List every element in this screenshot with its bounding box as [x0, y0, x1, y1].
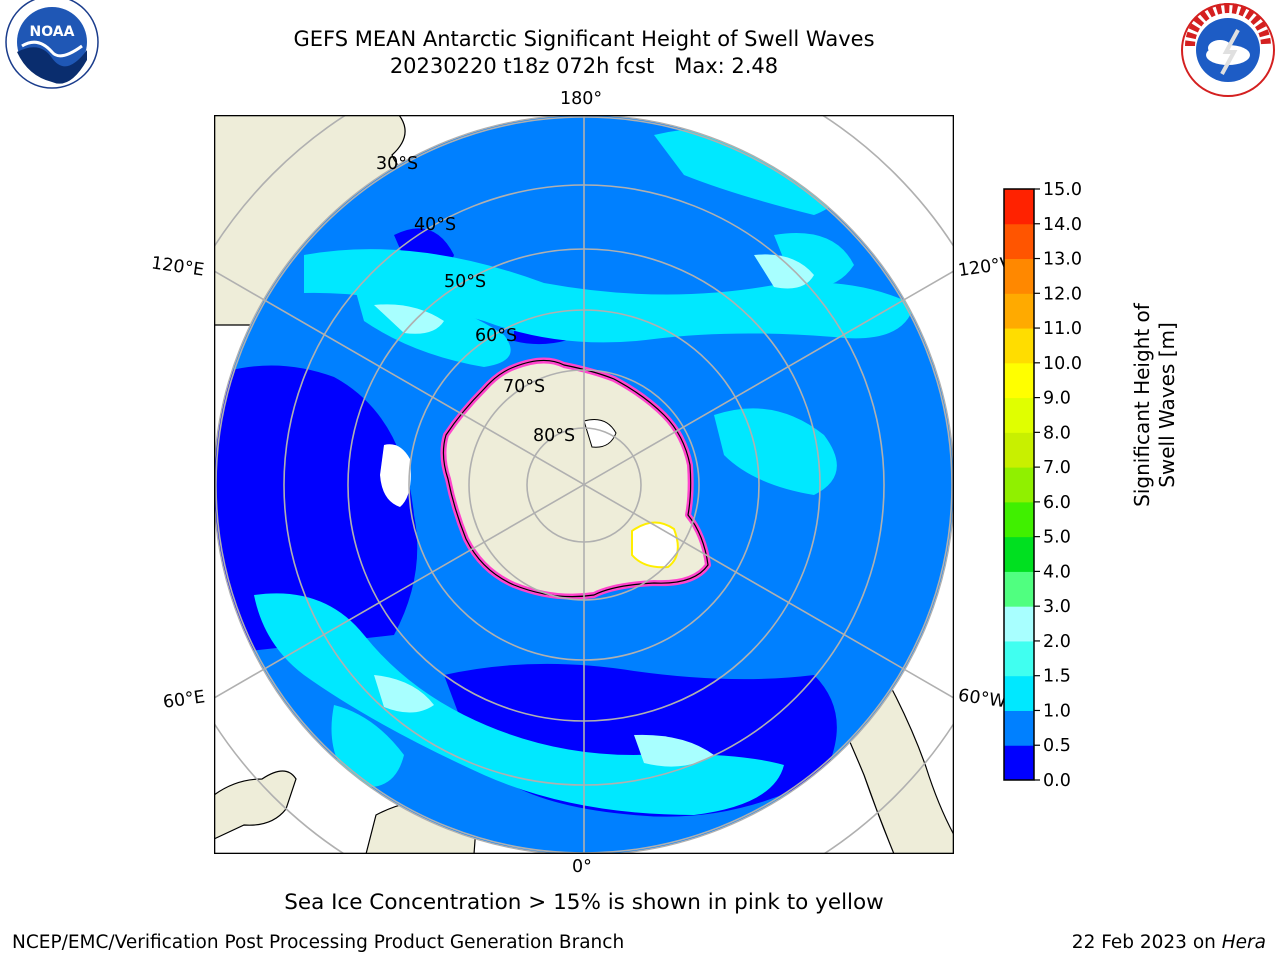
lat-label-50s: 50°S — [444, 272, 486, 292]
colorbar-tick-label: 8.0 — [1043, 423, 1071, 443]
colorbar-block — [1004, 606, 1034, 642]
sea-ice-note: Sea Ice Concentration > 15% is shown in … — [284, 890, 884, 915]
colorbar-block — [1004, 571, 1034, 607]
lon-label-60e: 60°E — [161, 687, 207, 713]
colorbar-block — [1004, 362, 1034, 399]
colorbar-block — [1004, 745, 1034, 781]
polar-map: 30°S 40°S 50°S 60°S 70°S 80°S — [214, 115, 954, 854]
lat-label-40s: 40°S — [414, 215, 456, 235]
colorbar-tick-label: 0.5 — [1043, 736, 1071, 756]
colorbar-tick-label: 4.0 — [1043, 562, 1071, 582]
colorbar-tick-label: 1.5 — [1043, 667, 1071, 687]
colorbar-tick-label: 7.0 — [1043, 458, 1071, 478]
colorbar-block — [1004, 536, 1034, 572]
colorbar-block — [1004, 328, 1034, 364]
noaa-logo: NOAA — [0, 0, 104, 104]
colorbar-block — [1004, 189, 1034, 225]
colorbar-label: Significant Height of Swell Waves [m] — [1130, 303, 1179, 507]
colorbar-block — [1004, 467, 1034, 503]
colorbar-tick-label: 10.0 — [1043, 354, 1082, 374]
colorbar-tick-label: 9.0 — [1043, 389, 1071, 409]
lat-label-60s: 60°S — [475, 326, 517, 346]
colorbar-tick-label: 2.0 — [1043, 632, 1071, 652]
colorbar-block — [1004, 397, 1034, 433]
colorbar-tick-label: 11.0 — [1043, 319, 1082, 339]
footer-date-text: 22 Feb 2023 on — [1071, 932, 1222, 953]
lon-label-0: 0° — [572, 857, 592, 877]
open-patch — [380, 444, 411, 507]
colorbar-block — [1004, 640, 1034, 677]
colorbar-block — [1004, 501, 1034, 538]
footer-host: Hera — [1221, 932, 1266, 953]
colorbar-tick-label: 15.0 — [1043, 180, 1082, 200]
colorbar-tick-label: 3.0 — [1043, 597, 1071, 617]
lat-label-80s: 80°S — [533, 426, 575, 446]
map-title: GEFS MEAN Antarctic Significant Height o… — [293, 27, 875, 51]
antarctica — [440, 357, 711, 600]
swell-high-band — [374, 254, 814, 767]
colorbar: 0.0 0.5 1.0 1.5 2.0 3.0 4.0 5.0 6.0 7.0 8.0 9.0 10.0… — [1003, 180, 1082, 791]
colorbar-tick-label: 5.0 — [1043, 528, 1071, 548]
colorbar-block — [1004, 293, 1034, 329]
nws-logo — [1176, 0, 1280, 104]
lat-label-70s: 70°S — [503, 377, 545, 397]
colorbar-tick-label: 12.0 — [1043, 284, 1082, 304]
colorbar-block — [1004, 223, 1034, 260]
lat-label-30s: 30°S — [376, 154, 418, 174]
colorbar-tick-label: 1.0 — [1043, 701, 1071, 721]
graticule — [214, 115, 954, 854]
colorbar-block — [1004, 675, 1034, 711]
colorbar-tick-label: 6.0 — [1043, 493, 1071, 513]
colorbar-block — [1004, 710, 1034, 746]
map-subtitle: 20230220 t18z 072h fcst Max: 2.48 — [389, 54, 779, 78]
colorbar-block — [1004, 432, 1034, 468]
colorbar-block — [1004, 258, 1034, 294]
footer-credit: NCEP/EMC/Verification Post Processing Pr… — [12, 932, 625, 953]
colorbar-tick-label: 0.0 — [1043, 771, 1071, 791]
lon-label-120e: 120°E — [149, 253, 206, 281]
footer-date: 22 Feb 2023 on Hera — [1072, 932, 1266, 953]
lon-label-180: 180° — [560, 89, 603, 109]
colorbar-tick-label: 14.0 — [1043, 215, 1082, 235]
svg-text:NOAA: NOAA — [30, 24, 75, 40]
colorbar-tick-label: 13.0 — [1043, 250, 1082, 270]
